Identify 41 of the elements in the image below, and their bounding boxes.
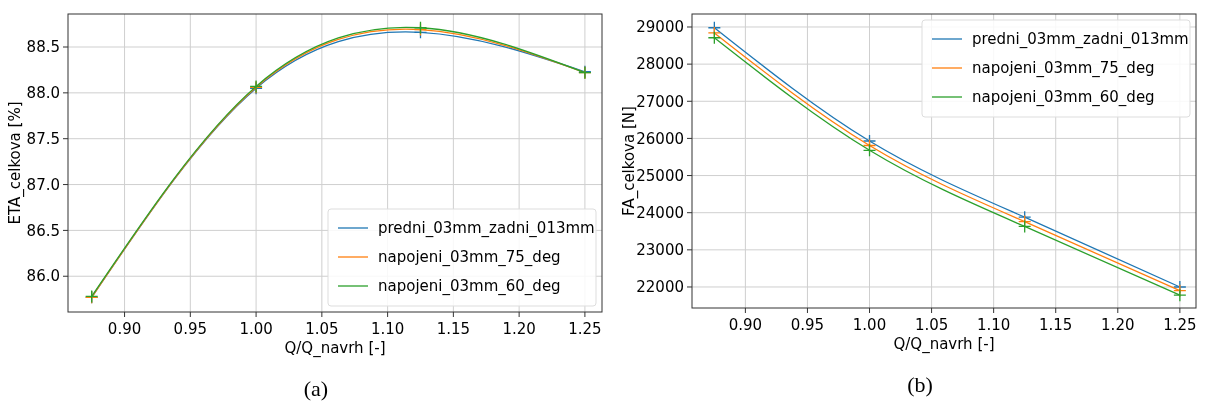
x-tick-label: 1.25	[568, 320, 602, 338]
y-tick-label: 88.0	[26, 84, 60, 103]
x-tick-label: 1.10	[976, 316, 1011, 334]
y-tick-label: 28000	[636, 55, 684, 74]
x-axis-title: Q/Q_navrh [-]	[284, 339, 386, 358]
y-tick-label: 87.5	[26, 129, 60, 148]
x-tick-label: 1.15	[436, 320, 471, 338]
y-tick-label: 27000	[636, 92, 684, 111]
x-tick-label: 0.95	[790, 316, 825, 334]
y-tick-label: 26000	[636, 129, 684, 148]
y-tick-label: 22000	[636, 278, 684, 297]
x-axis-title: Q/Q_navrh [-]	[893, 335, 995, 354]
y-tick-label: 24000	[636, 203, 684, 222]
text: (a)	[303, 376, 329, 401]
y-tick-label: 29000	[636, 18, 684, 37]
x-tick-label: 0.90	[728, 316, 763, 334]
x-tick-label: 1.20	[1101, 316, 1135, 334]
y-tick-label: 88.5	[26, 38, 60, 57]
legend-label: predni_03mm_zadni_013mm	[378, 219, 595, 239]
y-tick-label: 86.5	[26, 221, 60, 240]
x-tick-label: 1.05	[914, 316, 949, 334]
y-axis-title: ETA_celkova [%]	[6, 101, 25, 225]
text: (b)	[907, 372, 933, 397]
legend-label: predni_03mm_zadni_013mm	[972, 30, 1189, 50]
x-tick-label: 1.20	[502, 320, 536, 338]
x-tick-label: 0.90	[107, 320, 142, 338]
legend-label: napojeni_03mm_75_deg	[972, 59, 1155, 79]
x-tick-label: 1.00	[852, 316, 887, 334]
legend-label: napojeni_03mm_60_deg	[972, 88, 1155, 108]
y-tick-label: 23000	[636, 241, 684, 260]
y-tick-label: 87.0	[26, 175, 60, 194]
x-tick-label: 1.00	[239, 320, 273, 338]
x-tick-label: 1.10	[370, 320, 405, 338]
legend-label: napojeni_03mm_60_deg	[378, 277, 561, 297]
x-tick-label: 1.25	[1163, 316, 1197, 334]
x-tick-label: 1.05	[305, 320, 339, 338]
y-tick-label: 25000	[636, 166, 684, 185]
x-tick-label: 1.15	[1039, 316, 1073, 334]
legend-label: napojeni_03mm_75_deg	[378, 248, 561, 268]
y-tick-label: 86.0	[26, 267, 60, 286]
x-tick-label: 0.95	[173, 320, 208, 338]
